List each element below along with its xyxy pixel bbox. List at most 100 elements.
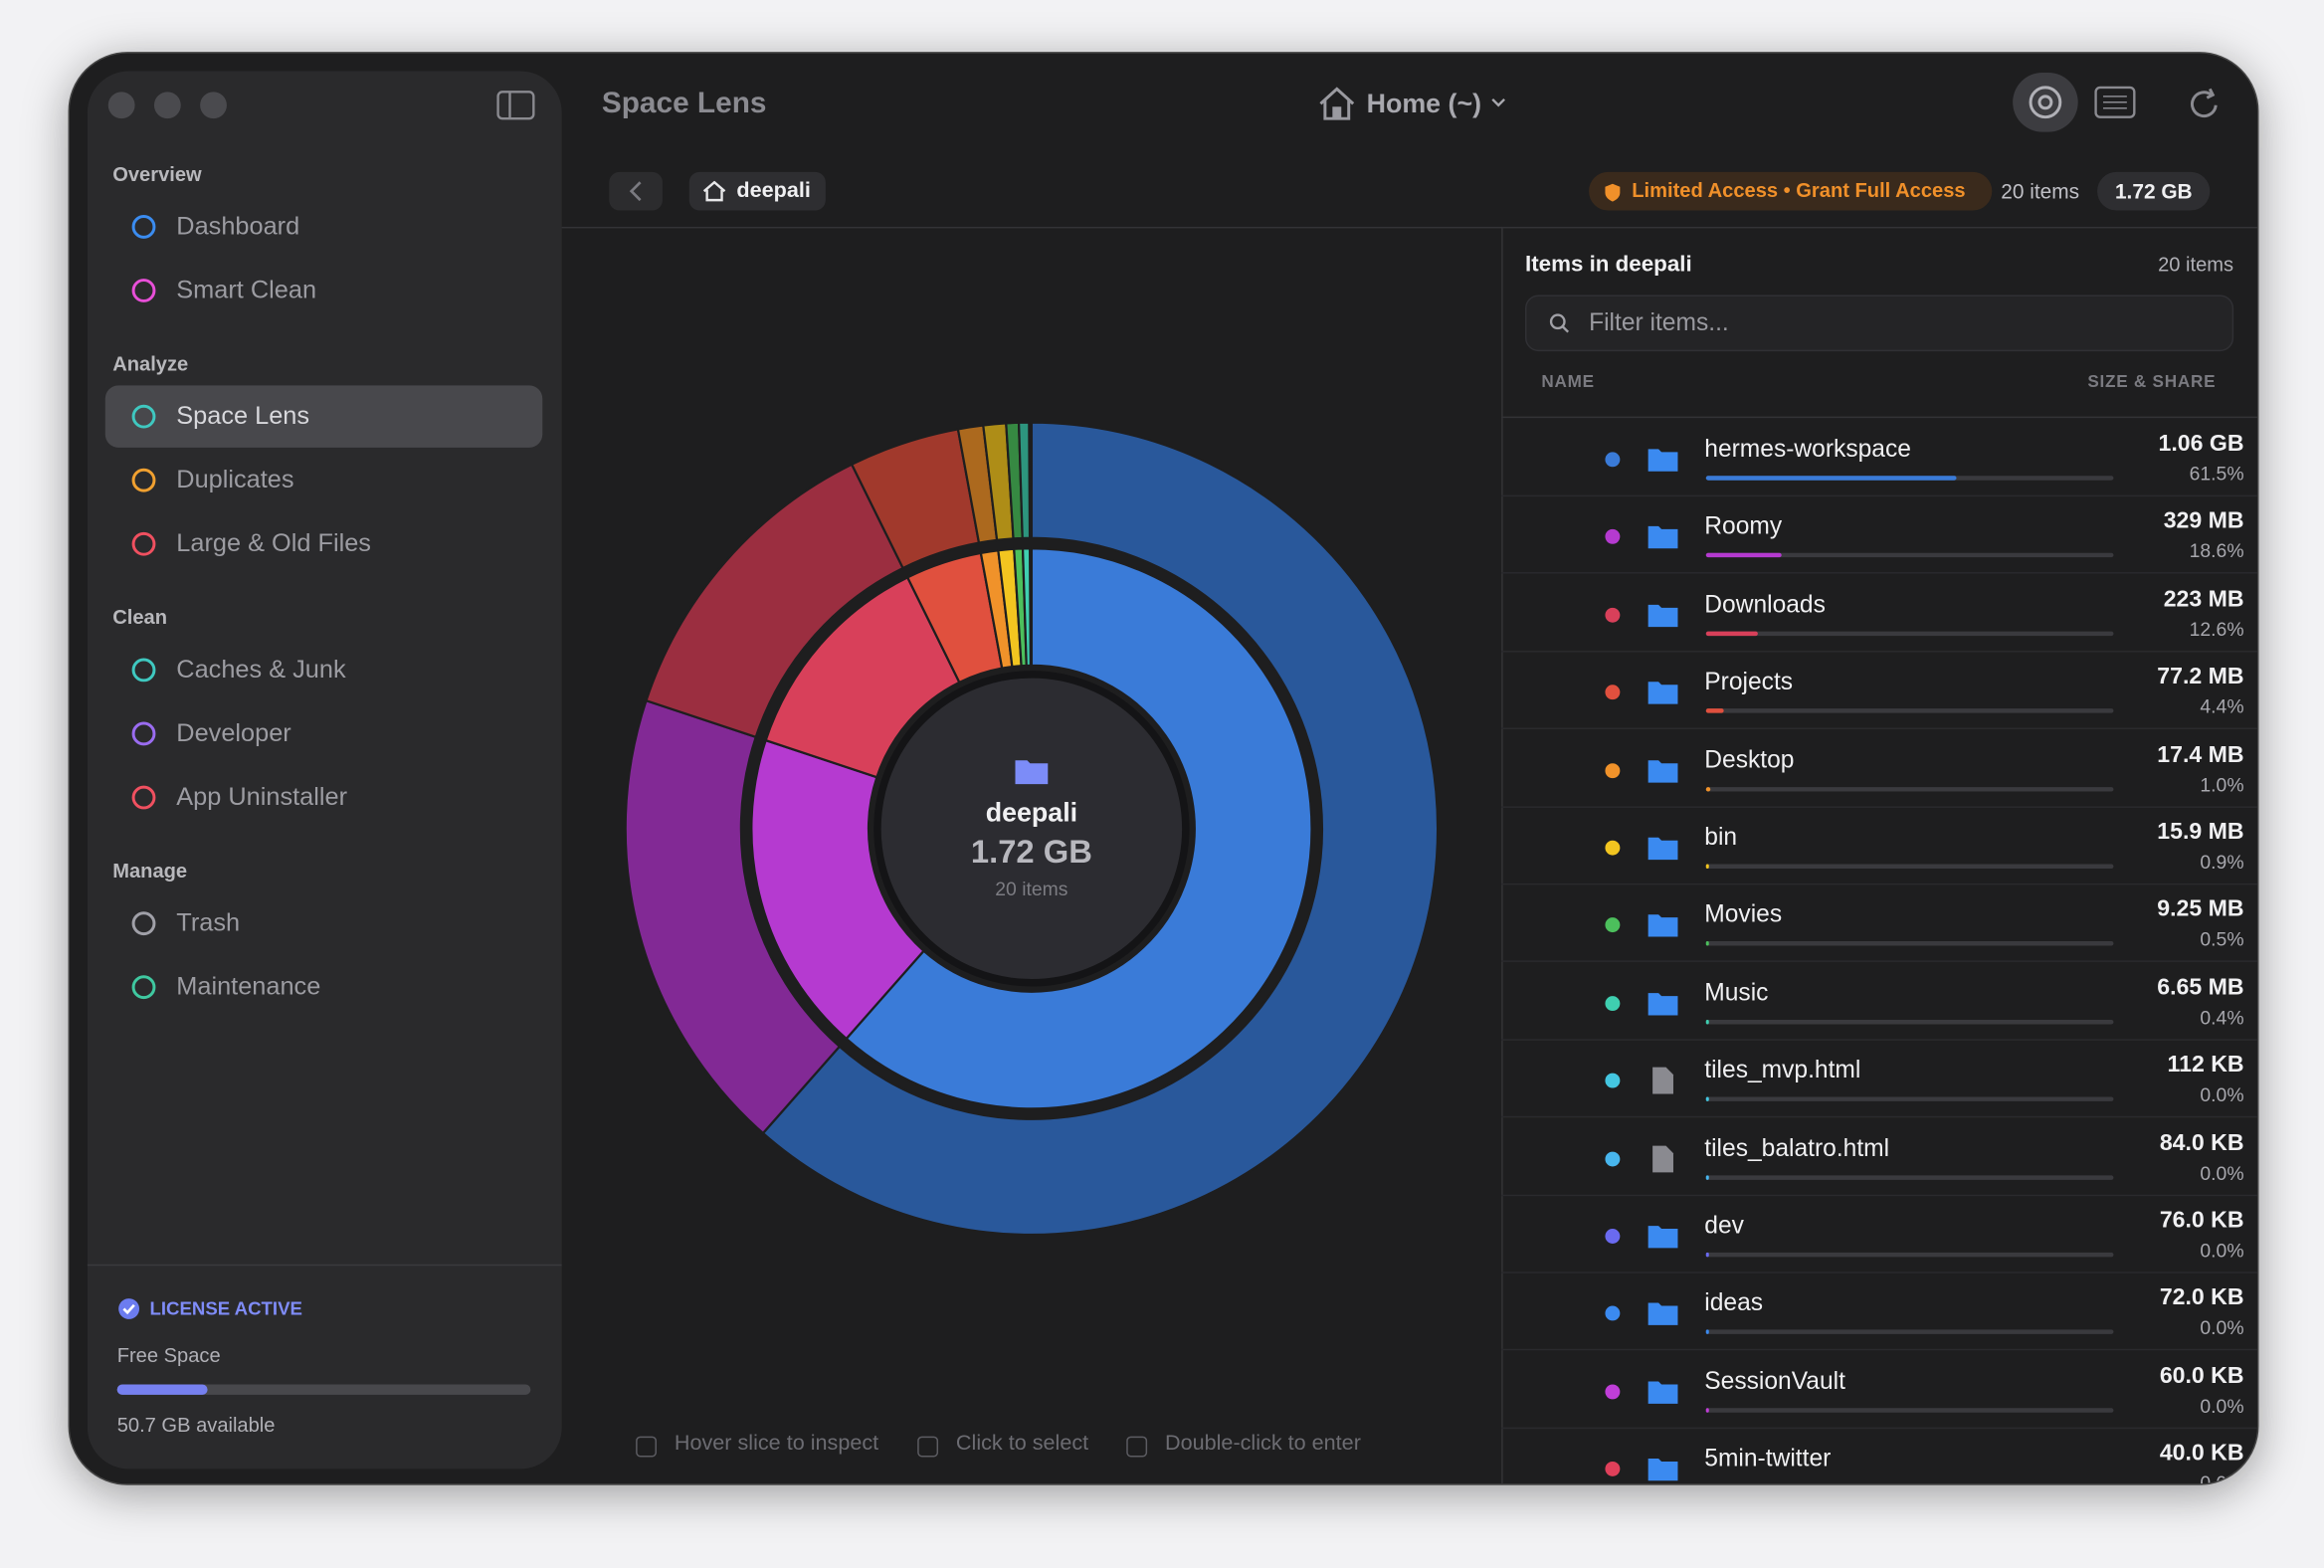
color-dot bbox=[1605, 1384, 1621, 1400]
share-track bbox=[1705, 708, 2114, 713]
share-bar bbox=[1705, 476, 1957, 481]
item-share: 0.5% bbox=[2200, 928, 2244, 951]
share-bar bbox=[1705, 553, 1782, 558]
filter-input[interactable]: Filter items... bbox=[1525, 294, 2234, 352]
color-dot bbox=[1605, 1150, 1621, 1166]
folder-icon bbox=[1647, 526, 1678, 549]
list-view-button[interactable] bbox=[2094, 86, 2136, 118]
share-track bbox=[1705, 864, 2114, 870]
folder-icon bbox=[1647, 837, 1678, 861]
divider bbox=[561, 226, 2257, 229]
item-name: tiles_mvp.html bbox=[1704, 1057, 1861, 1084]
item-row[interactable]: hermes-workspace 1.06 GB 61.5% bbox=[1501, 418, 2257, 497]
item-share: 0.0% bbox=[2200, 1471, 2244, 1484]
nav-item[interactable]: Developer bbox=[176, 718, 291, 747]
sidebar: LICENSE ACTIVE Free Space 50.7 GB availa… bbox=[87, 71, 562, 1470]
inner-slice[interactable] bbox=[845, 547, 1313, 1110]
nav-item[interactable]: Maintenance bbox=[176, 972, 321, 1001]
item-row[interactable]: tiles_balatro.html 84.0 KB 0.0% bbox=[1501, 1117, 2257, 1196]
item-name: Downloads bbox=[1704, 591, 1826, 618]
nav-item[interactable]: Smart Clean bbox=[176, 276, 317, 304]
list-count: 20 items bbox=[2158, 253, 2234, 277]
back-button[interactable] bbox=[609, 171, 663, 211]
item-row[interactable]: 5min-twitter 40.0 KB 0.0% bbox=[1501, 1428, 2257, 1483]
item-row[interactable]: dev 76.0 KB 0.0% bbox=[1501, 1195, 2257, 1274]
share-track bbox=[1705, 1252, 2114, 1258]
outer-slice[interactable] bbox=[761, 421, 1440, 1237]
outer-slice[interactable] bbox=[624, 698, 842, 1135]
item-row[interactable]: bin 15.9 MB 0.9% bbox=[1501, 806, 2257, 885]
icon-shape bbox=[131, 911, 156, 936]
share-bar bbox=[1705, 786, 1710, 791]
icon-shape bbox=[1647, 526, 1678, 549]
nav-icon bbox=[131, 531, 156, 556]
hint-icon bbox=[636, 1436, 657, 1458]
icon-shape bbox=[131, 531, 156, 556]
item-name: Projects bbox=[1704, 669, 1794, 695]
nav-item[interactable]: Caches & Junk bbox=[176, 655, 346, 684]
file-icon bbox=[1652, 1145, 1673, 1172]
refresh-button[interactable] bbox=[2189, 86, 2222, 121]
outer-slice[interactable] bbox=[1017, 421, 1032, 540]
nav-item[interactable]: Space Lens bbox=[176, 401, 310, 431]
nav-item[interactable]: Large & Old Files bbox=[176, 528, 371, 558]
item-row[interactable]: Movies 9.25 MB 0.5% bbox=[1501, 884, 2257, 963]
item-name: hermes-workspace bbox=[1704, 436, 1911, 463]
item-size: 15.9 MB bbox=[2157, 819, 2244, 846]
item-size: 60.0 KB bbox=[2159, 1363, 2244, 1389]
nav-icon bbox=[131, 279, 156, 302]
color-dot bbox=[1605, 607, 1621, 623]
icon-shape bbox=[131, 785, 156, 810]
item-size: 6.65 MB bbox=[2157, 974, 2244, 1001]
icon-shape bbox=[1647, 604, 1678, 627]
minimize-button[interactable] bbox=[153, 92, 181, 119]
breadcrumb[interactable]: deepali bbox=[688, 171, 826, 211]
item-list: hermes-workspace 1.06 GB 61.5% Roomy 329 MB 1… bbox=[1501, 418, 2257, 1483]
nav-item[interactable]: Trash bbox=[176, 908, 241, 937]
zoom-button[interactable] bbox=[200, 92, 227, 119]
access-banner[interactable]: Limited Access • Grant Full Access bbox=[1589, 171, 1993, 211]
nav-item[interactable]: Dashboard bbox=[176, 212, 300, 241]
item-row[interactable]: SessionVault 60.0 KB 0.0% bbox=[1501, 1350, 2257, 1429]
folder-icon bbox=[1647, 682, 1678, 704]
item-size: 84.0 KB bbox=[2159, 1130, 2244, 1156]
center-label: deepali 1.72 GB 20 items bbox=[878, 676, 1184, 981]
item-size: 1.06 GB bbox=[2158, 431, 2244, 457]
inner-slice[interactable] bbox=[750, 738, 926, 1041]
item-row[interactable]: tiles_mvp.html 112 KB 0.0% bbox=[1501, 1040, 2257, 1118]
section-header: Overview bbox=[112, 162, 202, 186]
icon-shape bbox=[1647, 449, 1678, 472]
free-space-label: Free Space bbox=[116, 1344, 221, 1367]
nav-item[interactable]: Duplicates bbox=[176, 465, 294, 494]
hint-icon bbox=[1126, 1436, 1148, 1458]
item-row[interactable]: Music 6.65 MB 0.4% bbox=[1501, 962, 2257, 1041]
center-size: 1.72 GB bbox=[970, 833, 1092, 871]
color-dot bbox=[1605, 762, 1621, 778]
filter-placeholder: Filter items... bbox=[1589, 309, 1729, 337]
nav-item[interactable]: App Uninstaller bbox=[176, 782, 348, 811]
item-row[interactable]: Desktop 17.4 MB 1.0% bbox=[1501, 728, 2257, 808]
item-row[interactable]: Projects 77.2 MB 4.4% bbox=[1501, 651, 2257, 730]
folder-icon bbox=[1647, 1226, 1678, 1249]
share-bar bbox=[1705, 1252, 1709, 1258]
item-row[interactable]: Downloads 223 MB 12.6% bbox=[1501, 573, 2257, 653]
share-track bbox=[1705, 476, 2114, 481]
icon-shape bbox=[1647, 837, 1678, 861]
sunburst-view-button[interactable] bbox=[2013, 73, 2078, 132]
inner-slice[interactable] bbox=[1021, 547, 1032, 668]
sidebar-toggle[interactable] bbox=[496, 89, 535, 121]
total-size: 1.72 GB bbox=[2114, 179, 2193, 204]
share-bar bbox=[1705, 1019, 1709, 1025]
center-count: 20 items bbox=[995, 877, 1068, 900]
location-menu[interactable]: Home (~) bbox=[1366, 89, 1482, 119]
icon-shape bbox=[131, 721, 156, 746]
section-header: Manage bbox=[112, 860, 188, 882]
item-row[interactable]: Roomy 329 MB 18.6% bbox=[1501, 495, 2257, 575]
item-share: 0.0% bbox=[2200, 1394, 2244, 1417]
divider bbox=[1501, 226, 1503, 1484]
folder-icon bbox=[1015, 760, 1049, 785]
color-dot bbox=[1605, 840, 1621, 856]
item-row[interactable]: ideas 72.0 KB 0.0% bbox=[1501, 1273, 2257, 1351]
close-button[interactable] bbox=[107, 92, 135, 119]
